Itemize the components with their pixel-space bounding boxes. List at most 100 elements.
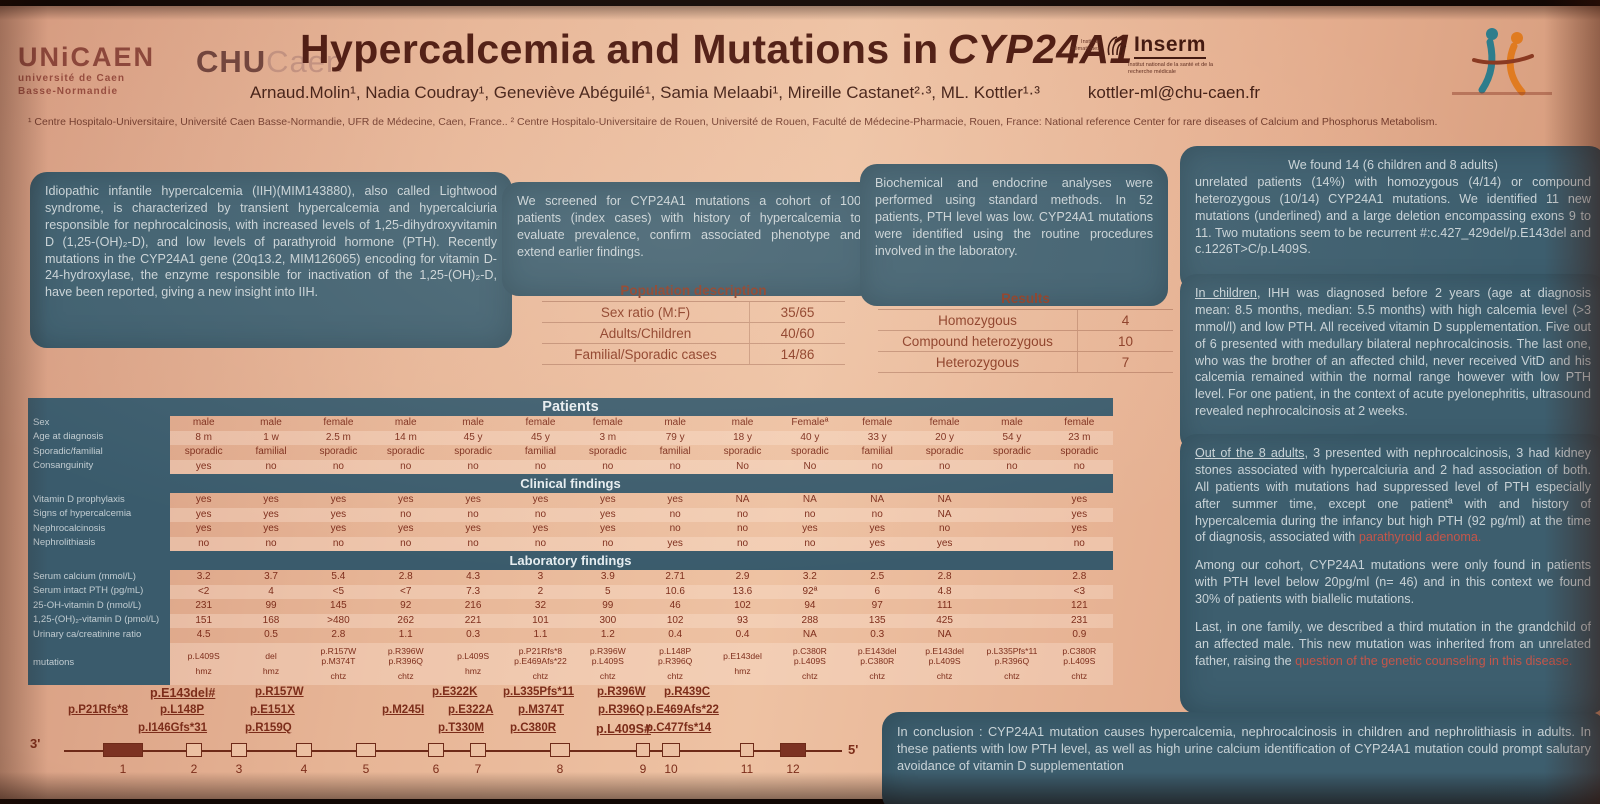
exon-box <box>636 743 650 757</box>
table-cell: 0.9 <box>1072 629 1087 640</box>
mutation-label: p.R157W <box>255 686 304 698</box>
mutation-label: p.L148P <box>160 704 205 716</box>
table-cell: yes <box>667 494 683 505</box>
exon-box <box>428 743 444 757</box>
table-cell: <5 <box>304 584 373 599</box>
table-cell: yes <box>465 523 481 534</box>
inserm-icon <box>1107 36 1127 56</box>
table-cell: no <box>939 523 951 534</box>
screening-text: We screened for CYP24A1 mutations a coho… <box>517 194 861 259</box>
table-cell: no <box>1045 536 1113 551</box>
table-cell: 3 <box>537 571 544 582</box>
conclusion-text: In conclusion : CYP24A1 mutation causes … <box>897 724 1591 774</box>
children-findings-lead: In children <box>1195 286 1257 300</box>
unicaen-wordmark: UNiCAEN <box>18 42 156 72</box>
exon-box <box>103 743 143 757</box>
row-label: Adults/Children <box>542 323 750 343</box>
mutation-label: p.R439C <box>664 686 711 698</box>
exon-number: 1 <box>119 762 127 776</box>
table-section-band: Laboratory findings <box>28 551 1113 570</box>
table-cell: yes <box>600 523 616 534</box>
table-cell: female <box>1064 417 1095 428</box>
table-cell: sporadic <box>454 446 492 457</box>
table-cell: 13.6 <box>708 584 777 599</box>
table-cell: p.C380R p.L409S chtz <box>776 642 844 685</box>
row-value: 7 <box>1121 354 1130 370</box>
table-cell: yes <box>170 507 238 522</box>
results-table: Results Homozygous 4 Compound heterozygous 1… <box>878 288 1173 373</box>
family-note-red-text: question of the genetic counseling in th… <box>1295 653 1573 668</box>
table-cell <box>978 522 1045 537</box>
table-cell: yes <box>1045 507 1113 522</box>
table-cell: 168 <box>237 613 305 628</box>
table-cell: NA <box>937 629 952 640</box>
table-cell: 0.4 <box>668 629 683 640</box>
table-cell: 0.3 <box>870 629 885 640</box>
table-cell: 99 <box>265 600 277 611</box>
row-value: 40/60 <box>780 325 815 341</box>
table-cell: no <box>641 459 709 474</box>
row-label: 25-OH-vitamin D (nmol/L) <box>28 599 170 614</box>
table-cell <box>978 570 1045 585</box>
exon-number: 2 <box>190 762 198 776</box>
table-cell: male <box>731 417 754 428</box>
table-cell: yes <box>1071 494 1088 505</box>
row-label: Urinary ca/creatinine ratio <box>28 628 170 643</box>
row-label: Age at diagnosis <box>28 430 170 445</box>
table-cell: 1.1 <box>533 629 548 640</box>
table-cell: sporadic <box>790 446 829 457</box>
contact-email: kottler-ml@chu-caen.fr <box>1087 83 1261 102</box>
table-row: Adults/Children 40/60 <box>542 323 845 344</box>
table-cell: 2.8 <box>398 571 413 582</box>
poster: UNiCAEN université de Caen Basse-Normand… <box>0 6 1600 804</box>
table-cell: yes <box>869 523 886 534</box>
table-cell: 101 <box>506 613 575 628</box>
table-cell: 0.4 <box>735 629 750 640</box>
table-cell: sporadic <box>993 446 1031 457</box>
table-cell: 135 <box>843 613 911 628</box>
table-cell: 33 y <box>843 430 911 445</box>
table-cell: 18 y <box>708 430 777 445</box>
table-cell: 2 <box>506 584 575 599</box>
table-cell <box>978 613 1046 628</box>
table-cell: female <box>525 417 556 428</box>
table-cell: 2.8 <box>937 571 952 582</box>
table-cell: <2 <box>170 584 238 599</box>
exon-number: 8 <box>556 762 564 776</box>
mutation-label: p.M245I <box>382 704 425 716</box>
table-cell: NA <box>910 507 979 522</box>
five-prime-label: 5' <box>848 742 859 757</box>
mutation-label: p.M374T <box>518 704 565 716</box>
table-cell: female <box>323 417 354 428</box>
table-cell: 99 <box>602 600 614 611</box>
table-cell: NA <box>802 494 817 505</box>
table-cell: sporadic <box>925 446 964 457</box>
chu-wordmark: CHU <box>196 44 267 79</box>
table-cell: 102 <box>734 600 751 611</box>
table-cell: no <box>574 459 642 474</box>
table-cell: yes <box>397 494 414 505</box>
table-cell: yes <box>304 507 373 522</box>
table-cell: familial <box>861 446 893 457</box>
table-cell: no <box>776 536 844 551</box>
exon-number: 3 <box>235 762 243 776</box>
mutation-label: p.C477fs*14 <box>646 722 712 734</box>
table-cell <box>978 493 1045 508</box>
screening-box: We screened for CYP24A1 mutations a coho… <box>502 182 876 296</box>
table-cell: 92ª <box>776 584 844 599</box>
table-cell: no <box>506 507 575 522</box>
table-cell: 0.5 <box>264 629 278 640</box>
unicaen-logo: UNiCAEN université de Caen Basse-Normand… <box>18 42 155 98</box>
table-cell: 46 <box>669 600 681 611</box>
table-cell: sporadic <box>386 446 425 457</box>
exon-box <box>780 743 806 757</box>
authors-text: Arnaud.Molin¹, Nadia Coudray¹, Geneviève… <box>250 83 1040 102</box>
table-cell: 2.8 <box>331 629 346 640</box>
table-cell: no <box>641 507 709 522</box>
mutation-label: p.R396Q <box>598 704 645 716</box>
table-cell: No <box>776 459 844 474</box>
table-cell: female <box>862 417 893 428</box>
reference-center-caption <box>1452 92 1552 95</box>
row-value: 14/86 <box>780 346 815 362</box>
poster-title: Hypercalcemia and Mutations in CYP24A1 <box>300 26 1132 73</box>
